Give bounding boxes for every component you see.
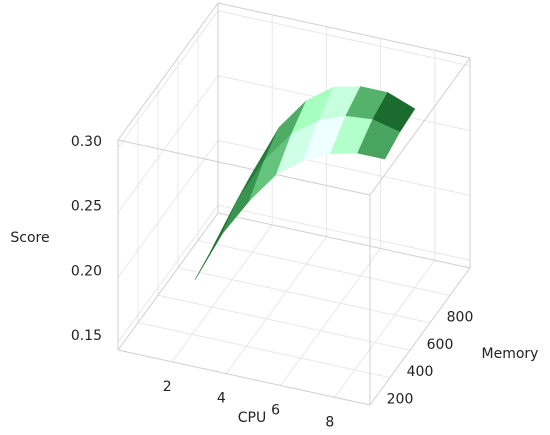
z-axis-label: Score: [10, 230, 49, 246]
y-axis-label: Memory: [482, 346, 539, 362]
x-tick-label: 2: [163, 379, 172, 395]
z-tick-label: 0.25: [71, 199, 102, 215]
x-tick-label: 8: [325, 414, 334, 430]
y-tick-label: 400: [407, 364, 434, 380]
grid-line: [157, 294, 411, 351]
y-tick-label: 600: [427, 337, 454, 353]
x-tick-label: 6: [271, 402, 280, 418]
grid-line: [217, 204, 471, 261]
x-tick-label: 4: [217, 391, 226, 407]
grid-line: [137, 322, 391, 379]
z-tick-label: 0.30: [71, 134, 102, 150]
grid-line: [197, 239, 451, 296]
grid-line: [217, 139, 471, 196]
grid-line: [225, 236, 327, 374]
box-edge: [117, 139, 371, 196]
x-axis-label: CPU: [238, 410, 266, 426]
box-edge: [117, 212, 219, 351]
box-edge: [217, 2, 471, 59]
box-edge: [117, 2, 219, 141]
grid-line: [117, 140, 219, 278]
grid-line: [177, 267, 431, 324]
z-tick-label: 0.15: [71, 328, 102, 344]
z-tick-label: 0.20: [71, 263, 102, 279]
box-edge: [117, 349, 371, 406]
surface-patch: [357, 119, 401, 160]
grid-line: [117, 204, 219, 343]
grid-line: [217, 10, 471, 67]
grid-line: [280, 248, 381, 386]
grid-line: [171, 224, 273, 363]
grid-line: [117, 10, 219, 149]
y-tick-label: 200: [387, 392, 414, 408]
box-edge: [369, 267, 471, 406]
grid-line: [117, 75, 219, 213]
grid-line: [334, 260, 436, 398]
box-edge: [217, 212, 471, 269]
y-tick-label: 800: [447, 309, 474, 325]
box-edge: [369, 57, 471, 196]
